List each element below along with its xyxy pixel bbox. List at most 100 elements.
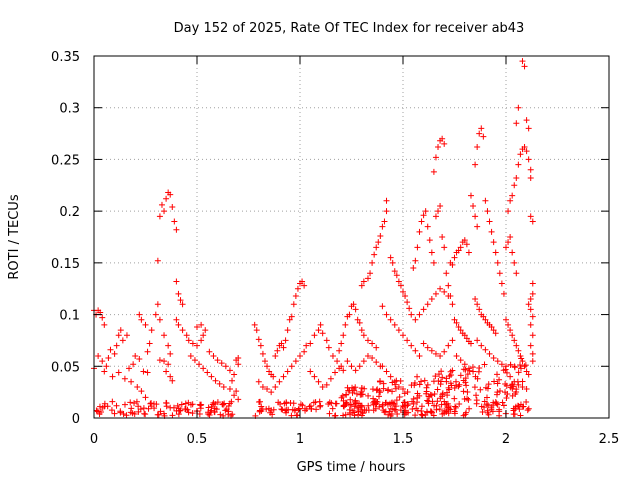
data-point (117, 409, 124, 416)
data-point (490, 355, 497, 362)
data-point (494, 371, 501, 378)
data-point (292, 358, 299, 365)
data-point (235, 396, 242, 403)
data-point (183, 332, 190, 339)
data-point (205, 404, 212, 411)
data-point (187, 401, 194, 408)
data-point (225, 403, 232, 410)
data-point (463, 382, 470, 389)
data-point (360, 358, 367, 365)
data-point (329, 405, 336, 412)
data-point (422, 208, 429, 215)
data-point (500, 402, 507, 409)
data-point (214, 357, 221, 364)
data-point (256, 408, 263, 415)
data-point (113, 402, 120, 409)
data-point (490, 399, 497, 406)
data-point (456, 401, 463, 408)
data-point (475, 368, 482, 375)
data-point (523, 148, 530, 155)
data-point (424, 381, 431, 388)
data-point (505, 239, 512, 246)
data-point (108, 407, 115, 414)
data-point (424, 301, 431, 308)
data-point (340, 332, 347, 339)
data-point (370, 395, 377, 402)
data-point (176, 407, 183, 414)
data-point (416, 381, 423, 388)
data-point (182, 400, 189, 407)
data-point (503, 382, 510, 389)
data-point (269, 411, 276, 418)
data-point (418, 378, 425, 385)
data-point (198, 401, 205, 408)
data-point (365, 402, 372, 409)
data-point (115, 369, 122, 376)
data-point (169, 412, 176, 419)
data-point (351, 412, 358, 419)
data-point (513, 120, 520, 127)
data-point (401, 399, 408, 406)
data-point (352, 306, 359, 313)
data-point (154, 411, 161, 418)
data-point (505, 208, 512, 215)
data-point (127, 399, 134, 406)
y-tick-labels: 0 0.05 0.1 0.15 0.2 0.25 0.3 0.35 (51, 50, 80, 427)
data-point (154, 257, 161, 264)
data-point (397, 378, 404, 385)
data-point (449, 301, 456, 308)
data-point (144, 348, 151, 355)
data-point (263, 406, 270, 413)
data-point (494, 259, 501, 266)
data-point (460, 388, 467, 395)
axis-ticks (93, 55, 610, 419)
data-point (256, 399, 263, 406)
data-point (433, 406, 440, 413)
data-point (317, 321, 324, 328)
data-point (375, 239, 382, 246)
data-point (436, 406, 443, 413)
data-point (430, 259, 437, 266)
data-point (173, 226, 180, 233)
data-point (364, 352, 371, 359)
data-point (515, 161, 522, 168)
data-point (231, 392, 238, 399)
data-point (351, 403, 358, 410)
data-point (521, 144, 528, 151)
data-point (509, 192, 516, 199)
data-point (461, 237, 468, 244)
data-point (494, 380, 501, 387)
data-point (121, 375, 128, 382)
data-point (451, 316, 458, 323)
data-point (141, 410, 148, 417)
data-point (474, 144, 481, 151)
data-point (401, 390, 408, 397)
data-point (525, 125, 532, 132)
data-point (169, 204, 176, 211)
data-point (348, 363, 355, 370)
data-point (327, 375, 334, 382)
data-point (503, 394, 510, 401)
data-point (432, 290, 439, 297)
y-axis-label: ROTI / TECUs (7, 194, 22, 279)
data-point (443, 378, 450, 385)
grid (94, 56, 609, 418)
y-tick-label: 0.35 (51, 50, 80, 65)
data-point (484, 208, 491, 215)
data-point (296, 405, 303, 412)
data-point (463, 241, 470, 248)
x-tick-label: 1 (296, 432, 304, 447)
data-point (171, 218, 178, 225)
data-point (483, 394, 490, 401)
data-point (510, 411, 517, 418)
data-point (361, 385, 368, 392)
data-point (367, 270, 374, 277)
data-point (422, 412, 429, 419)
data-point (347, 401, 354, 408)
data-point (482, 197, 489, 204)
data-point (117, 327, 124, 334)
data-point (480, 133, 487, 140)
data-point (148, 327, 155, 334)
data-point (376, 393, 383, 400)
